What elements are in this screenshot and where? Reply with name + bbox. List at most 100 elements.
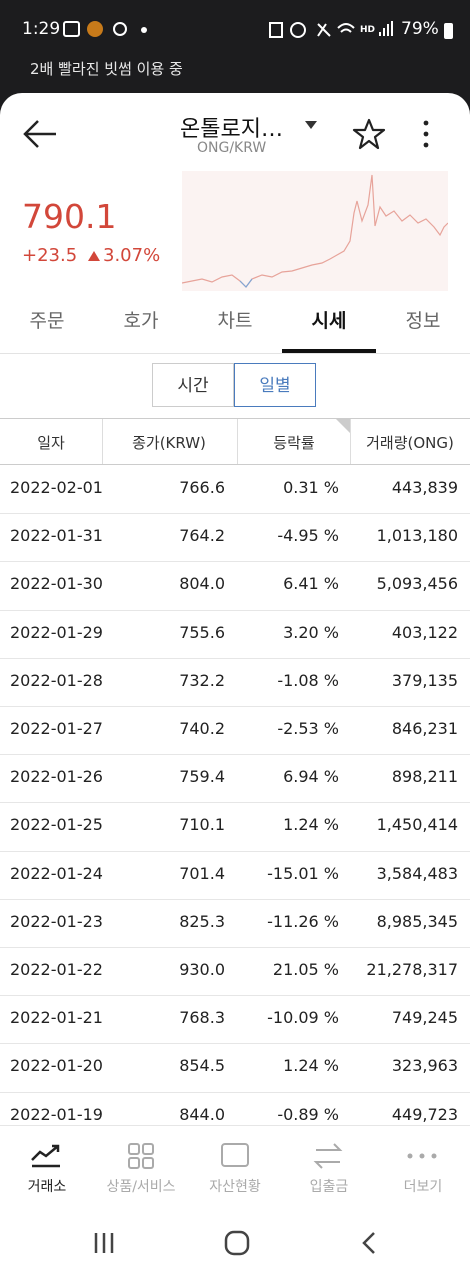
date: 2022-01-21 xyxy=(10,1008,103,1028)
close-price: 740.2 xyxy=(179,719,225,738)
close-price: 844.0 xyxy=(179,1104,225,1124)
row-divider xyxy=(0,754,470,756)
tab[interactable]: 시세 xyxy=(311,310,347,332)
change-rate: 3.07% xyxy=(103,245,161,266)
close-price: 854.5 xyxy=(179,1056,225,1076)
toggle-button[interactable]: 일별 xyxy=(234,363,316,407)
nav-item[interactable]: 거래소 xyxy=(27,1179,67,1195)
tab-indicator xyxy=(282,349,376,353)
row-divider xyxy=(0,995,470,997)
close-price: 701.4 xyxy=(179,863,225,883)
row-divider xyxy=(0,561,470,563)
favorite-button[interactable] xyxy=(352,118,386,150)
system-icons: HD xyxy=(269,21,393,38)
tab-bar: 주문 호가 차트 시세 정보 xyxy=(0,293,470,354)
toggle-button[interactable]: 시간 xyxy=(152,363,234,407)
column-divider xyxy=(237,419,238,465)
row-divider xyxy=(0,1091,470,1093)
sparkline xyxy=(182,171,448,291)
nav-item[interactable]: 더보기 xyxy=(403,1179,443,1195)
status-icons xyxy=(63,21,147,37)
bottom-nav: 거래소 상품/서비스 자산현황 입출금 더보기 xyxy=(0,1125,470,1206)
volume: 1,450,414 xyxy=(376,815,458,835)
change-rate: -11.26 % xyxy=(267,911,339,931)
date: 2022-01-20 xyxy=(10,1056,103,1076)
nav-item[interactable]: 상품/서비스 xyxy=(106,1179,176,1195)
date: 2022-01-22 xyxy=(10,960,103,979)
row-divider xyxy=(0,947,470,948)
tab[interactable]: 정보 xyxy=(405,310,441,332)
sort-marker xyxy=(336,419,350,433)
row-divider xyxy=(0,706,470,707)
close-price: 768.3 xyxy=(179,1008,225,1028)
tab[interactable]: 호가 xyxy=(123,310,159,332)
close-price: 766.6 xyxy=(179,478,225,497)
close-price: 732.2 xyxy=(179,670,225,690)
row-divider xyxy=(0,1043,470,1045)
coin-title[interactable]: 온톨로지… xyxy=(180,117,283,142)
change-rate: -0.89 % xyxy=(277,1104,339,1124)
volume: 379,135 xyxy=(391,670,458,690)
date: 2022-01-23 xyxy=(10,911,103,931)
close-price: 710.1 xyxy=(179,815,225,835)
volume: 3,584,483 xyxy=(376,863,458,883)
nav-item[interactable]: 입출금 xyxy=(309,1179,349,1195)
volume: 449,723 xyxy=(391,1104,458,1124)
date: 2022-01-30 xyxy=(10,574,103,594)
change-rate: 6.41 % xyxy=(283,574,339,594)
system-nav xyxy=(94,1230,375,1256)
nav-item[interactable]: 자산현황 xyxy=(209,1179,261,1195)
column-header: 등락률 xyxy=(273,434,315,452)
column-header: 일자 xyxy=(37,434,65,452)
clock: 1:29 xyxy=(22,19,61,39)
volume: 8,985,345 xyxy=(376,911,458,931)
tab[interactable]: 주문 xyxy=(29,310,65,332)
close-price: 930.0 xyxy=(179,960,225,979)
content: 온톨로지… ONG/KRW 790.1 +23.5 3.07% 주문 호가 차트 시세… xyxy=(0,93,470,1280)
date: 2022-01-25 xyxy=(10,815,103,835)
row-divider xyxy=(0,802,470,804)
volume: 749,245 xyxy=(391,1008,458,1028)
volume: 1,013,180 xyxy=(376,526,458,546)
dropdown-icon[interactable] xyxy=(304,120,318,130)
banner: 2배 빨라진 빗썸 이용 중 xyxy=(30,60,183,78)
volume: 323,963 xyxy=(391,1056,458,1076)
date: 2022-01-27 xyxy=(10,719,103,738)
row-divider xyxy=(0,898,470,900)
pair: ONG/KRW xyxy=(197,140,267,156)
date: 2022-01-24 xyxy=(10,863,103,883)
close-price: 755.6 xyxy=(179,622,225,642)
change-rate: -2.53 % xyxy=(277,719,339,738)
header-divider xyxy=(0,464,470,465)
back-button[interactable] xyxy=(22,119,58,149)
change-rate: -15.01 % xyxy=(267,863,339,883)
up-arrow xyxy=(88,251,100,261)
date: 2022-01-28 xyxy=(10,670,103,690)
close-price: 764.2 xyxy=(179,526,225,546)
nav-icons xyxy=(31,1143,437,1169)
column-header: 종가(KRW) xyxy=(132,434,206,452)
change-rate: 1.24 % xyxy=(283,1056,339,1076)
volume: 5,093,456 xyxy=(376,574,458,594)
change-rate: 0.31 % xyxy=(283,478,339,497)
volume: 898,211 xyxy=(391,767,458,787)
date: 2022-02-01 xyxy=(10,478,103,497)
change-rate: 3.20 % xyxy=(283,622,339,642)
change-rate: 1.24 % xyxy=(283,815,339,835)
volume: 846,231 xyxy=(391,719,458,738)
row-divider xyxy=(0,850,470,852)
volume: 443,839 xyxy=(391,478,458,497)
menu-button[interactable] xyxy=(420,119,432,151)
volume: 21,278,317 xyxy=(366,960,458,979)
change-rate: -10.09 % xyxy=(267,1008,339,1028)
battery-icon xyxy=(444,23,453,39)
tab[interactable]: 차트 xyxy=(217,310,253,332)
change-rate: -4.95 % xyxy=(277,526,339,546)
row-divider xyxy=(0,609,470,611)
change-rate: 6.94 % xyxy=(283,767,339,787)
date: 2022-01-29 xyxy=(10,622,103,642)
price-change: +23.5 xyxy=(22,245,78,266)
column-divider xyxy=(102,419,103,465)
close-price: 804.0 xyxy=(179,574,225,594)
